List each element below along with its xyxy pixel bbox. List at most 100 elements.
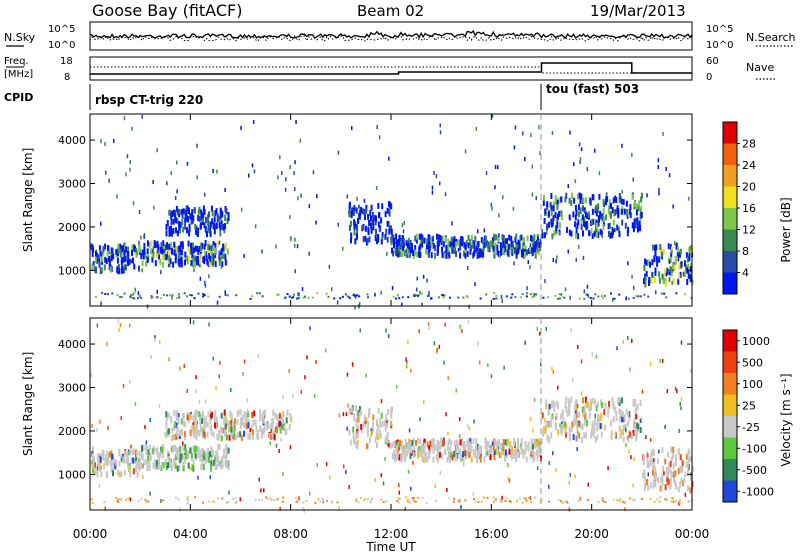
- scatter-cell: [492, 245, 495, 252]
- scatter-cell: [564, 421, 566, 428]
- scatter-cell: [395, 444, 398, 451]
- scatter-cell: [665, 296, 668, 299]
- scatter-cell: [205, 416, 208, 423]
- scatter-cell: [141, 260, 144, 267]
- scatter-cell: [129, 449, 132, 456]
- scatter-cell: [159, 258, 162, 265]
- scatter-cell: [525, 500, 528, 503]
- scatter-cell: [135, 462, 138, 469]
- scatter-cell: [358, 406, 361, 412]
- scatter-cell: [577, 344, 579, 349]
- scatter-cell: [360, 423, 363, 430]
- scatter-cell: [125, 172, 127, 177]
- scatter-cell: [167, 462, 170, 469]
- scatter-cell: [686, 256, 689, 263]
- scatter-cell: [531, 192, 534, 197]
- scatter-cell: [617, 212, 620, 219]
- scatter-cell: [384, 233, 387, 240]
- scatter-cell: [216, 450, 219, 457]
- scatter-cell: [176, 160, 178, 165]
- scatter-cell: [658, 271, 661, 278]
- scatter-cell: [551, 131, 554, 135]
- scatter-cell: [144, 444, 147, 451]
- scatter-cell: [574, 404, 576, 411]
- scatter-cell: [493, 500, 496, 503]
- colorbar-tick-label: 500: [742, 356, 763, 369]
- scatter-cell: [555, 416, 557, 421]
- scatter-cell: [498, 251, 500, 257]
- scatter-cell: [286, 409, 289, 416]
- scatter-cell: [653, 458, 655, 463]
- scatter-cell: [107, 245, 109, 251]
- scatter-cell: [537, 438, 540, 445]
- scatter-cell: [447, 431, 449, 436]
- scatter-cell: [417, 496, 420, 499]
- scatter-cell: [107, 458, 110, 465]
- scatter-cell: [240, 434, 243, 441]
- scatter-cell: [227, 215, 230, 222]
- scatter-cell: [466, 450, 469, 457]
- scatter-cell: [168, 255, 171, 262]
- scatter-cell: [661, 479, 664, 486]
- scatter-cell: [178, 413, 180, 417]
- scatter-cell: [670, 270, 673, 277]
- scatter-cell: [636, 403, 639, 410]
- scatter-cell: [598, 216, 601, 223]
- scatter-cell: [165, 462, 168, 469]
- scatter-cell: [278, 449, 280, 453]
- scatter-cell: [357, 218, 360, 224]
- scatter-cell: [135, 455, 138, 462]
- scatter-cell: [511, 293, 514, 296]
- scatter-cell: [181, 240, 184, 247]
- scatter-cell: [160, 465, 163, 472]
- scatter-cell: [435, 453, 438, 460]
- scatter-cell: [378, 429, 381, 436]
- scatter-cell: [311, 296, 314, 299]
- scatter-cell: [208, 451, 211, 458]
- scatter-cell: [138, 465, 141, 472]
- scatter-cell: [393, 242, 395, 249]
- scatter-cell: [665, 466, 668, 473]
- scatter-cell: [510, 240, 513, 247]
- scatter-cell: [107, 425, 109, 430]
- scatter-cell: [551, 400, 554, 407]
- scatter-cell: [165, 411, 168, 418]
- scatter-cell: [419, 290, 421, 295]
- scatter-cell: [296, 297, 299, 300]
- scatter-cell: [180, 256, 183, 263]
- scatter-cell: [667, 479, 670, 486]
- scatter-cell: [651, 259, 654, 266]
- scatter-cell: [431, 190, 434, 195]
- scatter-cell: [545, 326, 547, 331]
- scatter-cell: [194, 256, 197, 262]
- scatter-cell: [264, 409, 267, 416]
- scatter-cell: [487, 441, 490, 447]
- scatter-cell: [685, 252, 688, 259]
- scatter-cell: [222, 224, 225, 231]
- scatter-cell: [292, 394, 294, 399]
- scatter-cell: [190, 247, 193, 254]
- scatter-cell: [170, 417, 173, 424]
- scatter-cell: [599, 210, 602, 217]
- scatter-cell: [624, 507, 626, 512]
- scatter-cell: [590, 429, 593, 436]
- scatter-cell: [225, 208, 228, 214]
- scatter-cell: [217, 444, 220, 450]
- scatter-cell: [131, 293, 134, 296]
- scatter-cell: [200, 214, 203, 220]
- scatter-cell: [354, 305, 356, 310]
- scatter-cell: [689, 487, 692, 494]
- scatter-cell: [403, 221, 405, 225]
- scatter-cell: [622, 424, 625, 431]
- scatter-cell: [612, 229, 614, 235]
- scatter-cell: [232, 498, 234, 501]
- scatter-cell: [628, 431, 631, 438]
- scatter-cell: [358, 302, 361, 306]
- scatter-cell: [594, 293, 597, 296]
- scatter-cell: [552, 205, 555, 212]
- scatter-cell: [216, 300, 219, 305]
- scatter-cell: [423, 439, 426, 446]
- scatter-cell: [576, 403, 579, 408]
- scatter-cell: [562, 409, 564, 416]
- scatter-cell: [116, 499, 119, 502]
